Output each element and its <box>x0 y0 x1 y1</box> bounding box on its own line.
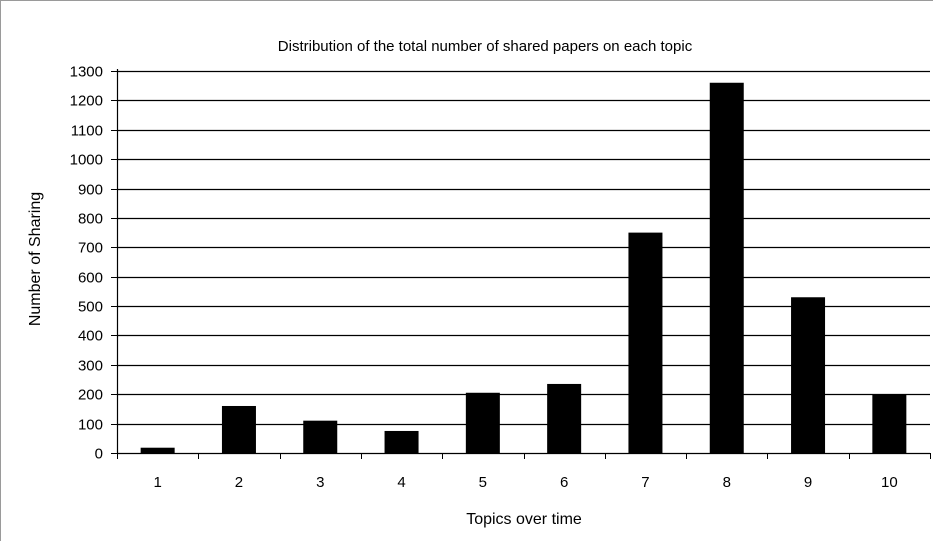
x-tick-label: 8 <box>723 474 731 491</box>
y-tick-label: 0 <box>95 446 103 463</box>
bar <box>465 392 500 453</box>
bar <box>872 394 907 453</box>
chart-title: Distribution of the total number of shar… <box>278 38 693 55</box>
y-tick-label: 1300 <box>70 64 103 81</box>
y-tick-label: 300 <box>78 358 103 375</box>
y-tick-labels: 0 100 200 300 400 500 600 700 800 900 1000 1100 1200… <box>70 64 103 463</box>
x-tick-label: 2 <box>235 474 243 491</box>
y-tick-label: 100 <box>78 417 103 434</box>
bar <box>709 82 744 453</box>
x-tick-label: 3 <box>316 474 324 491</box>
x-tick-label: 4 <box>397 474 405 491</box>
y-axis-title: Number of Sharing <box>27 192 44 326</box>
x-tick-label: 6 <box>560 474 568 491</box>
y-tick-label: 600 <box>78 270 103 287</box>
x-tick-label: 5 <box>479 474 487 491</box>
bar <box>303 420 338 453</box>
y-tick-label: 1200 <box>70 93 103 110</box>
x-tick-label: 10 <box>881 474 898 491</box>
bar <box>791 297 826 453</box>
x-tick-labels: 1 2 3 4 5 6 7 8 9 10 <box>153 474 897 491</box>
y-tick-label: 900 <box>78 182 103 199</box>
bar <box>221 405 256 453</box>
bars <box>140 82 907 453</box>
axes <box>111 69 931 459</box>
x-tick-label: 7 <box>641 474 649 491</box>
y-tick-label: 800 <box>78 211 103 228</box>
y-tick-label: 500 <box>78 299 103 316</box>
bar <box>140 447 175 453</box>
x-axis-title: Topics over time <box>466 511 582 528</box>
bar <box>547 383 582 453</box>
y-tick-label: 1000 <box>70 152 103 169</box>
x-tick-label: 9 <box>804 474 812 491</box>
y-tick-label: 1100 <box>71 123 103 140</box>
bar <box>384 430 419 453</box>
y-tick-label: 200 <box>78 387 103 404</box>
y-tick-label: 400 <box>78 328 103 345</box>
y-tick-label: 700 <box>78 240 103 257</box>
x-tick-label: 1 <box>153 474 161 491</box>
bar <box>628 232 663 453</box>
